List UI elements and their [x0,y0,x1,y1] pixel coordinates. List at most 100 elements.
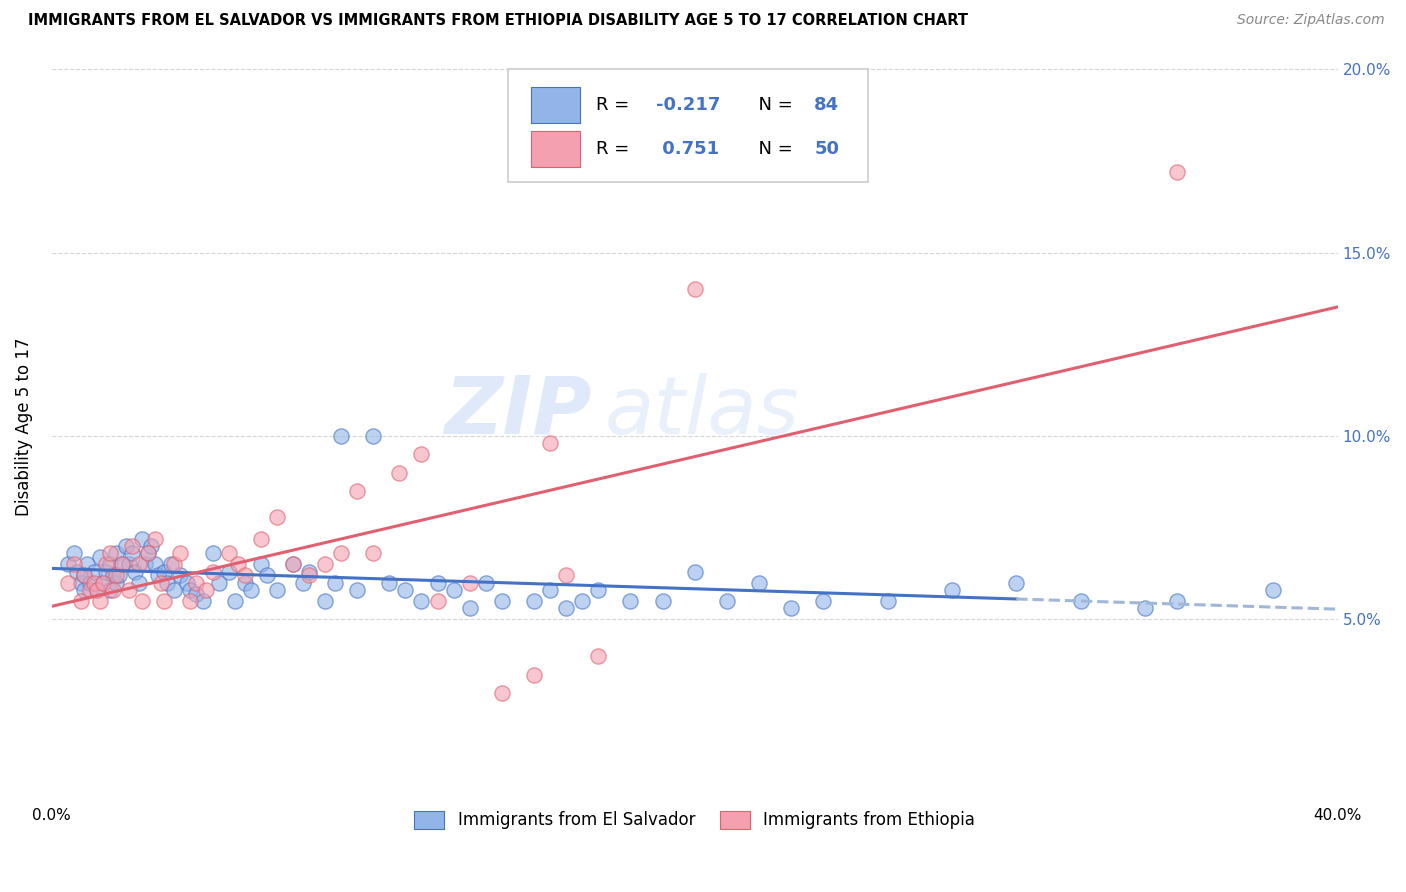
Point [86,583,108,598]
Point [555,601,578,615]
Point [208,575,231,590]
Point [186,575,208,590]
Point [83,565,105,579]
Point [346,483,368,498]
Point [121,546,143,560]
Point [191,594,214,608]
FancyBboxPatch shape [531,87,581,123]
Point [233,575,256,590]
FancyBboxPatch shape [531,131,581,167]
Point [458,575,481,590]
Text: R =: R = [596,140,634,158]
Point [111,558,134,572]
Point [153,565,176,579]
Point [111,558,134,572]
Point [146,568,169,582]
Point [89,594,111,608]
Point [281,558,304,572]
Point [118,583,141,598]
Point [1133,601,1156,615]
Point [114,539,136,553]
Point [523,594,546,608]
Point [131,594,153,608]
Point [330,429,353,443]
Point [491,686,513,700]
Point [1263,583,1285,598]
Text: N =: N = [748,95,799,114]
FancyBboxPatch shape [509,70,869,182]
Point [538,583,561,598]
Point [780,601,803,615]
Point [101,583,124,598]
Point [394,583,416,598]
Point [941,583,963,598]
Point [1005,575,1028,590]
Point [63,558,86,572]
Text: -0.217: -0.217 [657,95,720,114]
Point [179,594,201,608]
Point [426,575,449,590]
Point [73,568,96,582]
Point [176,575,198,590]
Point [683,282,706,296]
Point [523,667,546,681]
Point [1166,594,1188,608]
Point [136,546,159,560]
Point [411,594,433,608]
Point [491,594,513,608]
Point [256,568,278,582]
Point [588,649,610,664]
Point [101,568,124,582]
Point [619,594,641,608]
Point [56,575,79,590]
Point [169,546,191,560]
Point [63,546,86,560]
Point [571,594,593,608]
Point [266,509,288,524]
Point [240,583,263,598]
Text: R =: R = [596,95,634,114]
Point [218,565,240,579]
Point [346,583,368,598]
Y-axis label: Disability Age 5 to 17: Disability Age 5 to 17 [15,337,32,516]
Point [378,575,401,590]
Point [143,558,166,572]
Point [169,568,191,582]
Point [426,594,449,608]
Point [201,565,224,579]
Point [330,546,353,560]
Point [298,568,321,582]
Point [411,447,433,461]
Point [136,546,159,560]
Point [218,546,240,560]
Point [156,575,179,590]
Text: Source: ZipAtlas.com: Source: ZipAtlas.com [1237,13,1385,28]
Point [201,546,224,560]
Point [83,575,105,590]
Point [105,568,128,582]
Point [134,558,156,572]
Point [163,583,186,598]
Point [128,558,150,572]
Point [475,575,498,590]
Point [159,558,181,572]
Point [124,565,146,579]
Point [361,546,384,560]
Point [388,466,411,480]
Point [66,565,89,579]
Text: IMMIGRANTS FROM EL SALVADOR VS IMMIGRANTS FROM ETHIOPIA DISABILITY AGE 5 TO 17 C: IMMIGRANTS FROM EL SALVADOR VS IMMIGRANT… [28,13,969,29]
Point [443,583,465,598]
Point [249,532,271,546]
Point [141,539,163,553]
Point [98,583,121,598]
Point [195,583,218,598]
Point [233,568,256,582]
Point [1166,165,1188,179]
Text: N =: N = [748,140,799,158]
Text: 50: 50 [814,140,839,158]
Point [651,594,673,608]
Point [224,594,246,608]
Legend: Immigrants from El Salvador, Immigrants from Ethiopia: Immigrants from El Salvador, Immigrants … [408,804,981,836]
Point [105,575,128,590]
Point [153,594,176,608]
